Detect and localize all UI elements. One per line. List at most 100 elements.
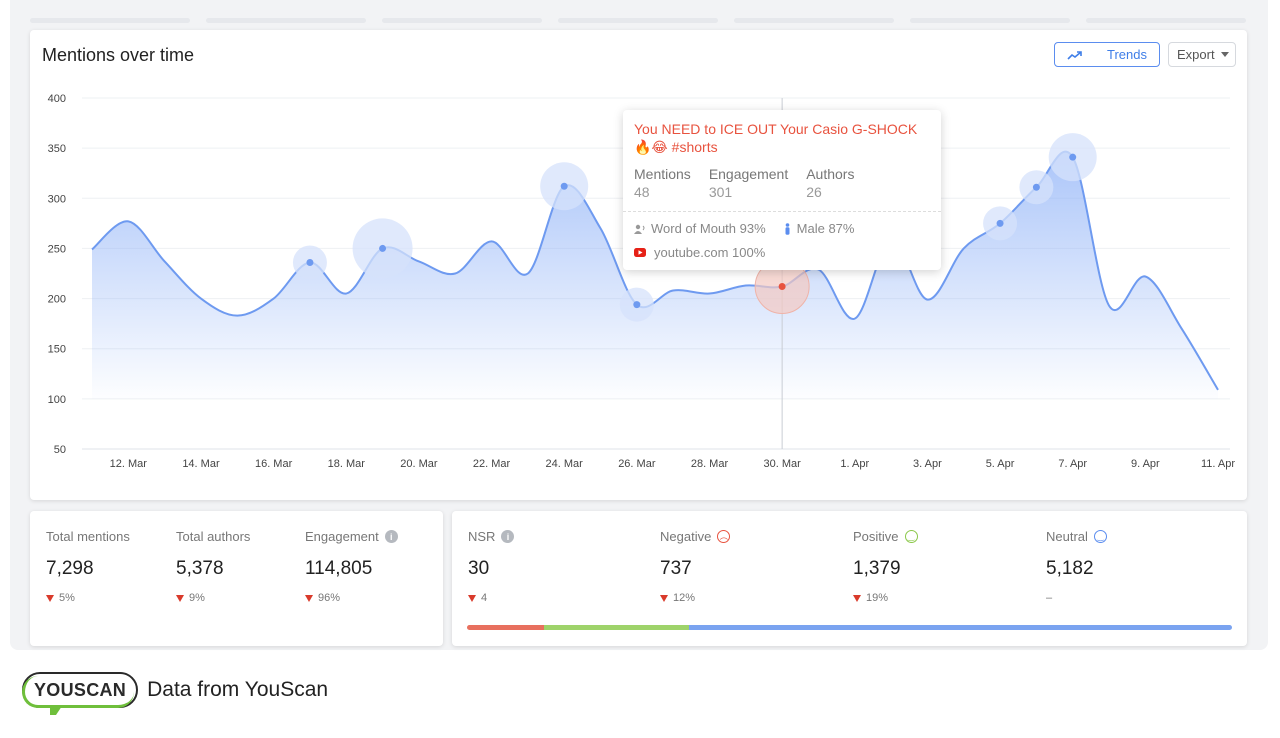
x-tick-label: 24. Mar	[546, 458, 584, 470]
tab-stub[interactable]	[558, 18, 718, 23]
y-tick-label: 50	[54, 444, 66, 456]
stat-change: 19%	[866, 592, 889, 604]
x-tick-label: 5. Apr	[986, 458, 1015, 470]
stat-label: Positive	[853, 529, 899, 544]
tooltip-mentions-label: Mentions	[634, 166, 691, 182]
stat-change: –	[1046, 592, 1053, 604]
tooltip-title[interactable]: You NEED to ICE OUT Your Casio G-SHOCK 🔥…	[634, 121, 918, 155]
info-icon[interactable]: i	[384, 530, 398, 543]
negative-face-icon: ︵	[717, 530, 731, 543]
x-tick-label: 18. Mar	[328, 458, 366, 470]
youscan-logo: YOUSCAN	[22, 672, 139, 715]
stat-label: Neutral	[1046, 529, 1088, 544]
stat-change: 96%	[318, 592, 341, 604]
footer: YOUSCAN Data from YouScan	[22, 672, 329, 715]
data-point[interactable]	[1032, 183, 1040, 191]
tab-stub[interactable]	[30, 18, 190, 23]
y-tick-label: 150	[48, 344, 66, 356]
data-point[interactable]	[560, 182, 568, 190]
tooltip-mentions: Mentions 48	[634, 166, 691, 200]
data-point[interactable]	[306, 258, 314, 266]
positive-face-icon: ‿	[904, 530, 918, 543]
mentions-chart-card: 400 350 300 250 200 150 100 50 12. Mar 14. Mar 16.…	[30, 30, 1247, 500]
tooltip-engagement: Engagement 301	[709, 166, 788, 200]
stat-neutral: Neutral ‿ 5,182 –	[1046, 529, 1107, 604]
chevron-down-icon	[1220, 52, 1229, 57]
tooltip-gender: Male 87%	[784, 221, 855, 236]
source-text: youtube.com 100%	[654, 245, 766, 260]
people-icon	[634, 224, 645, 234]
tab-stub[interactable]	[1086, 18, 1246, 23]
stat-nsr: NSR i 30 4	[468, 529, 515, 604]
x-tick-label: 16. Mar	[255, 458, 293, 470]
neutral-face-icon: ‿	[1093, 530, 1107, 543]
tooltip-divider	[623, 211, 941, 212]
x-tick-label: 14. Mar	[182, 458, 220, 470]
male-text: Male 87%	[796, 221, 855, 236]
arrow-down-icon	[176, 594, 184, 602]
stat-value: 114,805	[305, 558, 373, 579]
x-tick-label: 11. Apr	[1201, 458, 1235, 470]
export-button[interactable]: Export	[1168, 42, 1236, 67]
arrow-down-icon	[305, 594, 313, 602]
trends-button[interactable]: Trends	[1054, 42, 1160, 67]
sentiment-card: NSR i 30 4 Negative ︵ 737 12% Positive ‿ 1,…	[452, 511, 1247, 646]
stat-value: 737	[660, 558, 692, 579]
arrow-down-icon	[468, 594, 476, 602]
tooltip-mentions-value: 48	[634, 184, 650, 200]
stat-total-authors: Total authors 5,378 9%	[176, 529, 250, 604]
tab-stub[interactable]	[206, 18, 366, 23]
selected-point[interactable]	[778, 283, 786, 291]
data-point[interactable]	[1069, 153, 1077, 161]
totals-card: Total mentions 7,298 5% Total authors 5,…	[30, 511, 443, 646]
stat-change: 5%	[59, 592, 75, 604]
chart-title: Mentions over time	[42, 45, 195, 65]
x-tick-label: 26. Mar	[618, 458, 656, 470]
word-of-mouth-text: Word of Mouth 93%	[651, 221, 766, 236]
tab-stub[interactable]	[910, 18, 1070, 23]
stat-label: Engagement	[305, 529, 379, 544]
y-tick-label: 100	[48, 394, 66, 406]
arrow-down-icon	[853, 594, 861, 602]
sentiment-bar-negative	[467, 625, 545, 630]
x-tick-label: 20. Mar	[400, 458, 438, 470]
y-tick-label: 400	[48, 93, 66, 105]
x-tick-label: 7. Apr	[1058, 458, 1087, 470]
stat-value: 5,182	[1046, 558, 1094, 579]
info-icon[interactable]: i	[501, 530, 515, 543]
export-label: Export	[1177, 47, 1215, 62]
x-tick-label: 30. Mar	[763, 458, 801, 470]
sentiment-bar-positive	[544, 625, 689, 630]
tab-stub[interactable]	[382, 18, 542, 23]
data-point[interactable]	[379, 244, 387, 252]
y-tick-label: 250	[48, 243, 66, 255]
mentions-area	[92, 151, 1218, 399]
stat-negative: Negative ︵ 737 12%	[660, 529, 731, 604]
arrow-down-icon	[660, 594, 668, 602]
tooltip-authors-value: 26	[806, 184, 822, 200]
footer-text: Data from YouScan	[147, 678, 329, 701]
stat-total-mentions: Total mentions 7,298 5%	[46, 529, 130, 604]
stat-label: Total authors	[176, 529, 251, 544]
stat-label: Total mentions	[46, 529, 130, 544]
tab-stub[interactable]	[734, 18, 894, 23]
x-tick-label: 22. Mar	[473, 458, 511, 470]
y-tick-label: 350	[48, 143, 66, 155]
mentions-line[interactable]	[91, 150, 1219, 391]
stat-change: 9%	[189, 592, 205, 604]
tooltip-authors: Authors 26	[806, 166, 854, 200]
tooltip-engagement-value: 301	[708, 184, 733, 200]
stat-value: 7,298	[46, 558, 94, 579]
trends-label: Trends	[1107, 47, 1147, 62]
arrow-down-icon	[46, 594, 54, 602]
data-point[interactable]	[996, 219, 1004, 227]
stat-positive: Positive ‿ 1,379 19%	[853, 529, 918, 604]
tooltip-source: youtube.com 100%	[634, 245, 765, 260]
x-tick-label: 3. Apr	[913, 458, 942, 470]
data-point[interactable]	[633, 301, 641, 309]
stat-value: 30	[468, 558, 490, 579]
stat-change: 4	[481, 592, 488, 604]
tooltip-engagement-label: Engagement	[708, 166, 789, 182]
chart-tooltip: You NEED to ICE OUT Your Casio G-SHOCK 🔥…	[623, 110, 941, 270]
stat-label: Negative	[660, 529, 712, 544]
